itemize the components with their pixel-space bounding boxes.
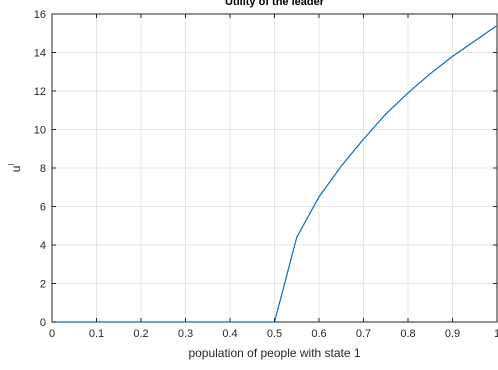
x-tick-label: 0.4 [222,328,237,340]
x-tick-label: 0.1 [89,328,104,340]
y-axis-label: ul [7,164,23,173]
chart-title: Utility of the leader [225,0,325,8]
x-tick-label: 0.2 [133,328,148,340]
y-tick-label: 2 [40,279,46,291]
y-axis-label-base: u [9,166,23,173]
x-tick-label: 0.6 [311,328,326,340]
y-tick-label: 0 [40,317,46,329]
x-tick-label: 0.8 [400,328,415,340]
x-tick-label: 0 [49,328,55,340]
y-tick-label: 10 [34,125,46,137]
y-tick-label: 12 [34,86,46,98]
grid [51,13,498,323]
x-axis: 0 0.1 0.2 0.3 0.4 0.5 0.6 0.7 0.8 0.9 1 [49,14,498,340]
y-axis-label-superscript: l [7,164,16,166]
y-tick-label: 8 [40,163,46,175]
x-tick-label: 0.7 [356,328,371,340]
x-tick-label: 1 [494,328,498,340]
y-tick-label: 6 [40,202,46,214]
y-tick-label: 4 [40,240,46,252]
x-tick-label: 0.9 [445,328,460,340]
x-tick-label: 0.3 [178,328,193,340]
y-tick-label: 16 [34,9,46,21]
y-tick-label: 14 [34,48,46,60]
y-axis: 0 2 4 6 8 10 12 14 16 [34,9,497,329]
x-tick-label: 0.5 [267,328,282,340]
x-axis-label: population of people with state 1 [188,346,360,360]
